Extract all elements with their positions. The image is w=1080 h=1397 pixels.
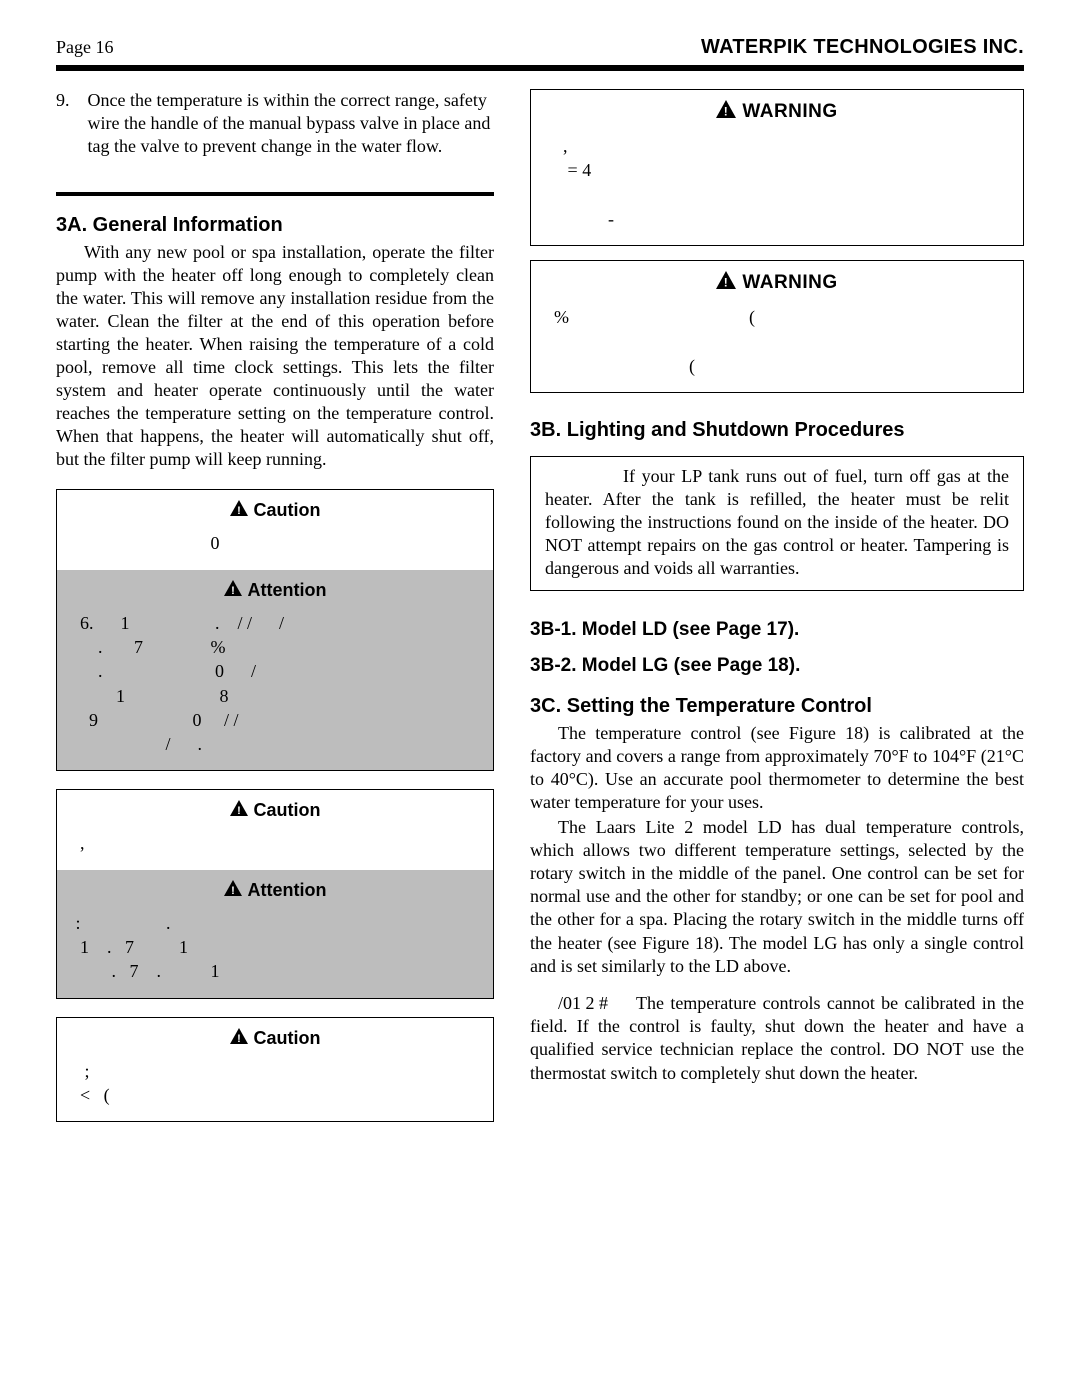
svg-text:!: ! bbox=[237, 505, 241, 516]
attention-panel: ! Attention 6. 1 . / / / . 7 % . 0 / 1 bbox=[57, 570, 493, 771]
company-name: WATERPIK TECHNOLOGIES INC. bbox=[701, 36, 1024, 59]
svg-text:!: ! bbox=[231, 585, 235, 596]
warning-panel: ! WARNING % ( ( bbox=[531, 261, 1023, 392]
caution-heading: ! Caution bbox=[71, 500, 479, 521]
svg-text:!: ! bbox=[237, 1033, 241, 1044]
caution-label: Caution bbox=[254, 1028, 321, 1049]
attention-panel: ! Attention : . 1 . 7 1 . 7 . 1 bbox=[57, 870, 493, 998]
caution-heading: ! Caution bbox=[71, 800, 479, 821]
note-label: /01 2 # bbox=[530, 992, 630, 1015]
attention-body: 6. 1 . / / / . 7 % . 0 / 1 8 9 0 / / bbox=[71, 611, 479, 757]
warning-heading: ! WARNING bbox=[545, 100, 1009, 124]
warning-body: % ( ( bbox=[545, 305, 1009, 378]
section-3c-note: /01 2 # The temperature controls cannot … bbox=[530, 992, 1024, 1086]
section-3c-p1: The temperature control (see Figure 18) … bbox=[530, 722, 1024, 814]
step-text: Once the temperature is within the corre… bbox=[88, 89, 495, 158]
warning-box-2: ! WARNING % ( ( bbox=[530, 260, 1024, 393]
warning-icon: ! bbox=[224, 580, 242, 601]
columns: 9. Once the temperature is within the co… bbox=[56, 89, 1024, 1122]
warning-icon: ! bbox=[716, 271, 736, 295]
attention-label: Attention bbox=[248, 580, 327, 601]
right-column: ! WARNING , = 4 - ! WARNING bbox=[530, 89, 1024, 1122]
attention-heading: ! Attention bbox=[71, 880, 479, 901]
caution-body: ; < ( bbox=[71, 1059, 479, 1108]
caution-panel: ! Caution ; < ( bbox=[57, 1018, 493, 1122]
section-rule bbox=[56, 192, 494, 196]
warning-box-1: ! WARNING , = 4 - bbox=[530, 89, 1024, 246]
caution-label: Caution bbox=[254, 500, 321, 521]
caution-body: , bbox=[71, 831, 479, 855]
caution-heading: ! Caution bbox=[71, 1028, 479, 1049]
section-3a-title: 3A. General Information bbox=[56, 214, 494, 237]
caution-box-2: ! Caution , ! Attention : . 1 bbox=[56, 789, 494, 998]
caution-panel: ! Caution , bbox=[57, 790, 493, 869]
warning-icon: ! bbox=[230, 800, 248, 821]
header-row: Page 16 WATERPIK TECHNOLOGIES INC. bbox=[56, 36, 1024, 59]
warning-heading: ! WARNING bbox=[545, 271, 1009, 295]
warning-icon: ! bbox=[716, 100, 736, 124]
warning-icon: ! bbox=[230, 1028, 248, 1049]
section-3b-2: 3B-2. Model LG (see Page 18). bbox=[530, 655, 1024, 677]
warning-label: WARNING bbox=[742, 272, 837, 294]
warning-icon: ! bbox=[224, 880, 242, 901]
section-3b-title: 3B. Lighting and Shutdown Procedures bbox=[530, 419, 1024, 442]
caution-body: 0 bbox=[71, 531, 479, 555]
attention-heading: ! Attention bbox=[71, 580, 479, 601]
page-number: Page 16 bbox=[56, 37, 114, 58]
section-3b-1: 3B-1. Model LD (see Page 17). bbox=[530, 619, 1024, 641]
svg-text:!: ! bbox=[237, 805, 241, 816]
section-3c-p2: The Laars Lite 2 model LD has dual tempe… bbox=[530, 816, 1024, 977]
caution-label: Caution bbox=[254, 800, 321, 821]
lp-tank-note-box: If your LP tank runs out of fuel, turn o… bbox=[530, 456, 1024, 591]
section-3c-title: 3C. Setting the Temperature Control bbox=[530, 695, 1024, 718]
caution-box-1: ! Caution 0 ! Attention bbox=[56, 489, 494, 771]
page: Page 16 WATERPIK TECHNOLOGIES INC. 9. On… bbox=[0, 0, 1080, 1397]
svg-text:!: ! bbox=[231, 885, 235, 896]
step-9: 9. Once the temperature is within the co… bbox=[56, 89, 494, 158]
step-number: 9. bbox=[56, 89, 70, 158]
caution-panel: ! Caution 0 bbox=[57, 490, 493, 569]
section-3a-body: With any new pool or spa installation, o… bbox=[56, 241, 494, 471]
svg-text:!: ! bbox=[724, 105, 729, 119]
svg-text:!: ! bbox=[724, 276, 729, 290]
lp-tank-note-text: If your LP tank runs out of fuel, turn o… bbox=[545, 465, 1009, 580]
warning-icon: ! bbox=[230, 500, 248, 521]
header-rule bbox=[56, 65, 1024, 71]
attention-body: : . 1 . 7 1 . 7 . 1 bbox=[71, 911, 479, 984]
warning-panel: ! WARNING , = 4 - bbox=[531, 90, 1023, 245]
warning-label: WARNING bbox=[742, 101, 837, 123]
attention-label: Attention bbox=[248, 880, 327, 901]
left-column: 9. Once the temperature is within the co… bbox=[56, 89, 494, 1122]
caution-box-3: ! Caution ; < ( bbox=[56, 1017, 494, 1123]
warning-body: , = 4 - bbox=[545, 134, 1009, 231]
